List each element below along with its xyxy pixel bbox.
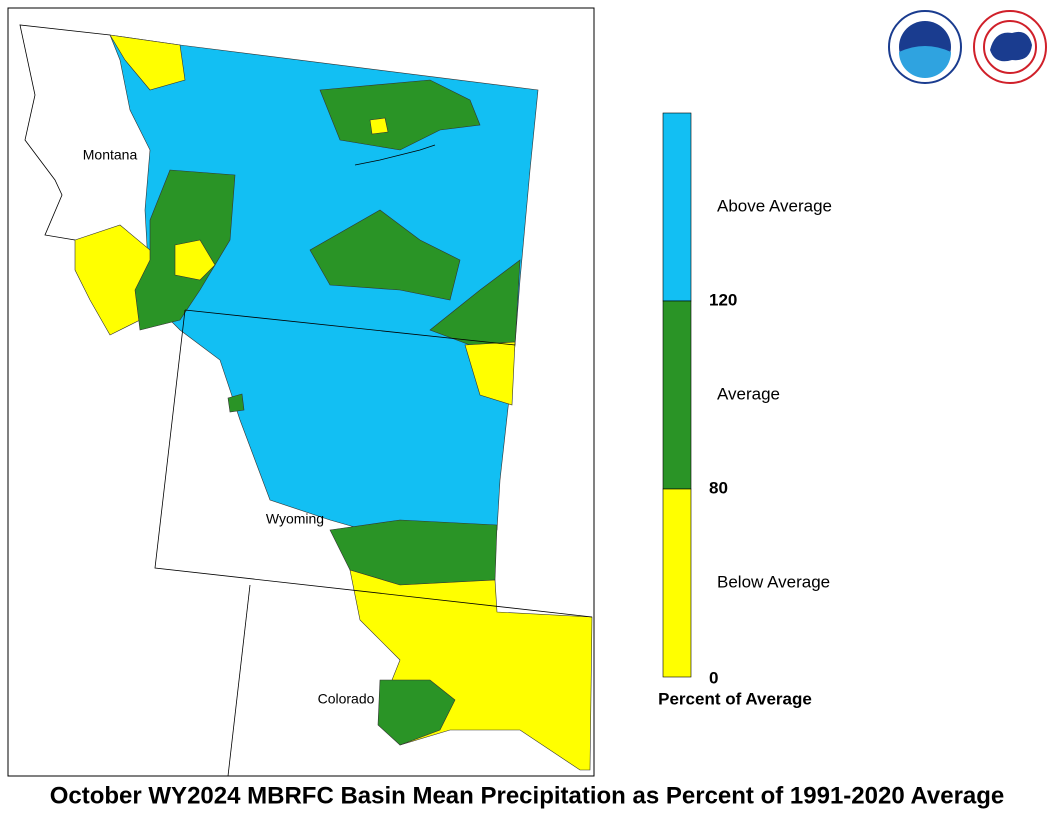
state-label: Montana (83, 147, 138, 163)
state-label: Colorado (318, 691, 375, 707)
basin-regions (74, 34, 593, 771)
co-boundary (227, 584, 251, 777)
basin (319, 79, 481, 151)
basin (109, 34, 186, 91)
legend-label: Below Average (717, 572, 830, 591)
wy-boundary (154, 309, 593, 618)
map-title: October WY2024 MBRFC Basin Mean Precipit… (50, 782, 1005, 809)
legend-tick-label: 120 (709, 290, 737, 309)
legend-swatch (662, 488, 692, 678)
mt-wy-boundary (184, 309, 516, 346)
basin (429, 259, 521, 346)
legend-title: Percent of Average (658, 689, 812, 708)
state-boundaries (19, 24, 593, 777)
basin (109, 34, 539, 541)
state-label: Wyoming (266, 511, 324, 527)
legend-tick-label: 80 (709, 478, 728, 497)
legend-swatch (662, 300, 692, 490)
legend: Above Average Average Below Average 120 80 0 (662, 112, 832, 687)
nws-cloud (990, 31, 1032, 62)
legend-label: Average (717, 384, 780, 403)
noaa-logo (888, 10, 962, 84)
basin (174, 239, 216, 281)
noaa-wave (899, 46, 951, 78)
river (354, 144, 436, 166)
basin (309, 209, 461, 301)
legend-swatch (662, 112, 692, 302)
legend-label: Above Average (717, 196, 832, 215)
basin (369, 117, 389, 135)
basin (377, 679, 456, 746)
basin (227, 393, 245, 413)
nws-logo (973, 10, 1047, 84)
legend-tick-label: 0 (709, 668, 718, 687)
montana-boundary (19, 24, 111, 241)
